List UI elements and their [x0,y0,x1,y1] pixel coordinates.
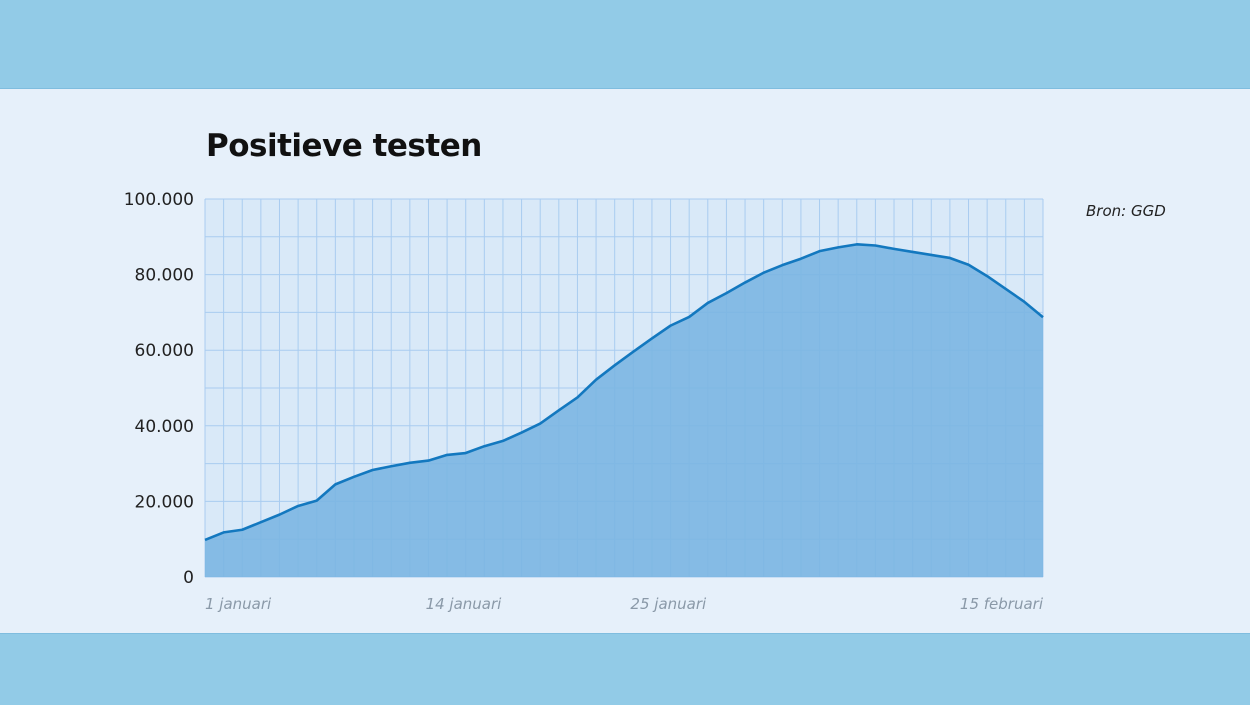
area-fill [205,244,1043,578]
x-axis-ticks: 1 januari 14 januari 25 januari 15 februari [205,595,1044,613]
x-tick-label: 1 januari [205,595,272,613]
chart-title: Positieve testen [206,128,482,164]
y-tick-label: 40.000 [135,417,194,437]
y-tick-label: 80.000 [135,266,194,286]
y-axis-ticks: 0 20.000 40.000 60.000 80.000 100.000 [124,190,194,588]
source-label: Bron: GGD [1086,202,1166,220]
y-tick-label: 0 [183,568,194,588]
footer-band [0,633,1250,705]
x-tick-label: 14 januari [426,595,503,613]
y-tick-label: 60.000 [135,341,194,361]
x-tick-label: 15 februari [960,595,1044,613]
series-line [204,243,1044,542]
header-band [0,0,1250,89]
x-tick-label: 25 januari [630,595,707,613]
y-tick-label: 20.000 [135,492,194,512]
y-tick-label: 100.000 [124,190,194,210]
